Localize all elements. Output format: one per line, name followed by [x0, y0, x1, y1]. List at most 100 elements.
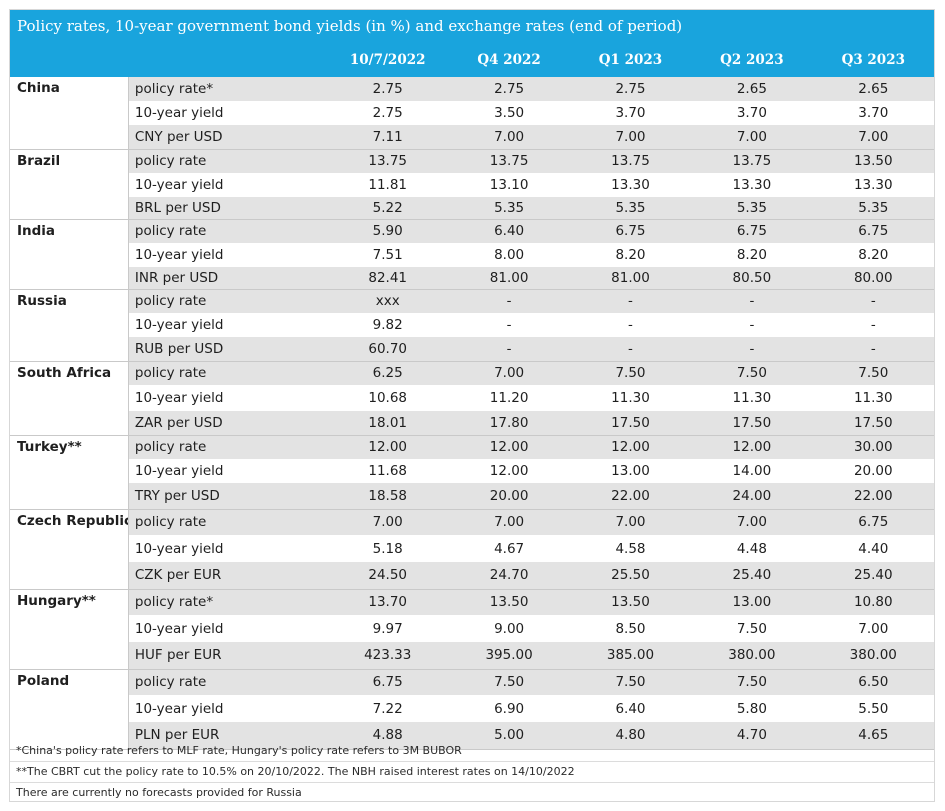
table-row: China policy rate* 2.75 2.75 2.75 2.65 2.65	[10, 77, 934, 150]
value-cell: 13.75	[569, 149, 692, 173]
metric-label: 10-year yield	[134, 105, 224, 121]
metric-label: 10-year yield	[134, 247, 224, 263]
value-cell: 7.50	[569, 361, 692, 385]
metric-label: 10-year yield	[134, 177, 224, 193]
value-cell: 423.33	[327, 642, 449, 670]
value-cell: 4.67	[494, 540, 525, 557]
value-cell: 8.20	[858, 247, 889, 263]
value-cell: -	[506, 317, 512, 333]
value-cell: 13.75	[691, 149, 813, 173]
value-cell: 6.75	[812, 509, 934, 535]
value-cell: 7.00	[448, 125, 570, 150]
value-cell: 25.40	[691, 562, 813, 590]
value-cell: 18.58	[327, 483, 449, 510]
value-cell: xxx	[327, 289, 449, 313]
table-row: Poland policy rate 6.75 7.50 7.50 7.50 6.50	[10, 669, 934, 750]
value-cell: 17.80	[448, 411, 570, 436]
value-cell: 60.70	[327, 337, 449, 362]
value-cell: 4.70	[691, 722, 813, 750]
metric-label: policy rate	[128, 149, 328, 173]
value-cell: 5.80	[736, 700, 767, 717]
value-cell: 18.01	[327, 411, 449, 436]
value-cell: 5.35	[691, 197, 813, 220]
value-cell: 8.00	[494, 247, 525, 263]
value-cell: 7.00	[448, 509, 570, 535]
column-header: Q3 2023	[812, 43, 934, 77]
metric-label: policy rate*	[128, 589, 328, 615]
value-cell: 2.75	[372, 105, 403, 121]
value-cell: 24.50	[327, 562, 449, 590]
value-cell: 7.50	[812, 361, 934, 385]
value-cell: 7.00	[327, 509, 449, 535]
value-cell: 25.40	[812, 562, 934, 590]
value-cell: 10.80	[812, 589, 934, 615]
footnotes: *China's policy rate refers to MLF rate,…	[10, 741, 934, 803]
value-cell: 13.00	[611, 463, 650, 479]
value-cell: 80.50	[691, 267, 813, 290]
footnote: There are currently no forecasts provide…	[16, 786, 302, 799]
value-cell: 8.50	[615, 620, 646, 637]
value-cell: 6.40	[448, 219, 570, 243]
value-cell: 4.65	[812, 722, 934, 750]
table-row: 10-year yield 2.75 3.50 3.70 3.70 3.70	[10, 101, 934, 125]
value-cell: 395.00	[448, 642, 570, 670]
table-row: 10-year yield 7.51 8.00 8.20 8.20 8.20	[10, 243, 934, 267]
value-cell: 3.50	[494, 105, 525, 121]
table-row: India policy rate 5.90 6.40 6.75 6.75 6.75	[10, 219, 934, 290]
metric-label: 10-year yield	[134, 463, 224, 479]
table-row: INR per USD 82.41 81.00 81.00 80.50 80.00	[10, 267, 934, 290]
value-cell: 4.48	[736, 540, 767, 557]
column-header: Q2 2023	[691, 43, 813, 77]
value-cell: 13.10	[489, 177, 529, 193]
value-cell: 6.40	[615, 700, 646, 717]
value-cell: -	[691, 289, 813, 313]
value-cell: -	[691, 337, 813, 362]
value-cell: 14.00	[732, 463, 772, 479]
value-cell: -	[448, 289, 570, 313]
value-cell: 5.90	[327, 219, 449, 243]
value-cell: 13.75	[448, 149, 570, 173]
value-cell: 5.35	[569, 197, 692, 220]
value-cell: 17.50	[812, 411, 934, 436]
value-cell: -	[448, 337, 570, 362]
metric-label: CZK per EUR	[128, 562, 328, 590]
value-cell: 3.70	[615, 105, 646, 121]
value-cell: 12.00	[327, 435, 449, 459]
footnote: *China's policy rate refers to MLF rate,…	[10, 741, 934, 762]
value-cell: 2.75	[327, 77, 449, 101]
value-cell: 5.35	[812, 197, 934, 220]
value-cell: 4.88	[327, 722, 449, 750]
metric-label: policy rate	[128, 509, 328, 535]
value-cell: 7.50	[448, 669, 570, 695]
table-row: RUB per USD 60.70- - - -	[10, 337, 934, 362]
value-cell: -	[749, 317, 755, 333]
value-cell: 80.00	[812, 267, 934, 290]
value-cell: 385.00	[569, 642, 692, 670]
value-cell: 7.51	[372, 247, 403, 263]
metric-label: PLN per EUR	[128, 722, 328, 750]
value-cell: 5.18	[372, 540, 403, 557]
column-header: Q1 2023	[569, 43, 692, 77]
value-cell: 11.20	[489, 390, 529, 406]
footnote: **The CBRT cut the policy rate to 10.5% …	[10, 762, 934, 783]
value-cell: 12.00	[489, 463, 529, 479]
metric-label: 10-year yield	[134, 390, 224, 406]
value-cell: 2.75	[569, 77, 692, 101]
value-cell: 4.58	[615, 540, 646, 557]
column-header: Q4 2022	[448, 43, 570, 77]
metric-label: policy rate	[128, 669, 328, 695]
value-cell: 2.65	[812, 77, 934, 101]
table-row: Hungary** policy rate* 13.70 13.50 13.50 13.0…	[10, 589, 934, 670]
metric-label: 10-year yield	[134, 540, 224, 557]
rates-table-panel: Policy rates, 10-year government bond yi…	[9, 9, 935, 802]
value-cell: 9.97	[372, 620, 403, 637]
country-name: China	[10, 77, 129, 150]
value-cell: 4.40	[858, 540, 889, 557]
value-cell: 25.50	[569, 562, 692, 590]
value-cell: 6.75	[812, 219, 934, 243]
value-cell: -	[812, 337, 934, 362]
country-name: South Africa	[10, 361, 129, 436]
metric-label: policy rate	[128, 219, 328, 243]
value-cell: 7.00	[569, 125, 692, 150]
value-cell: 13.50	[448, 589, 570, 615]
